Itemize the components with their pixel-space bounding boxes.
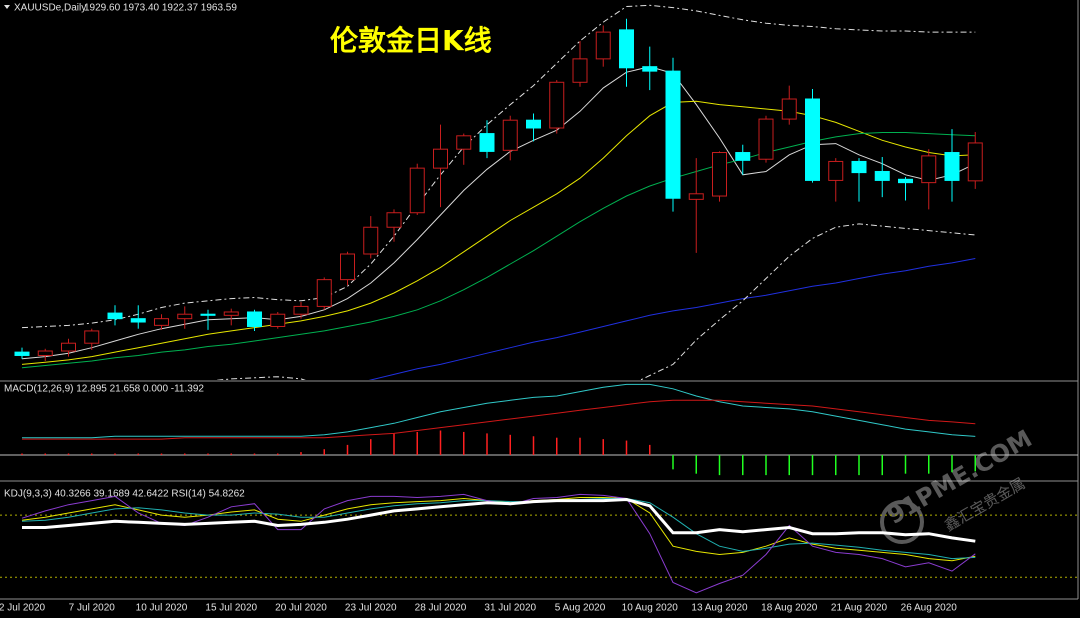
- symbol-label: XAUUSDe,Daily: [14, 3, 86, 14]
- x-tick-label: 5 Aug 2020: [555, 603, 606, 614]
- candle-body: [456, 135, 472, 150]
- candle-body: [14, 351, 30, 356]
- x-tick-label: 26 Aug 2020: [901, 603, 958, 614]
- x-tick-label: 13 Aug 2020: [691, 603, 748, 614]
- candle-body: [107, 312, 123, 320]
- candle-body: [177, 313, 193, 320]
- candle-body: [967, 142, 983, 182]
- candle-body: [61, 342, 76, 352]
- ohlc-label: 1929.60 1973.40 1922.37 1963.59: [84, 3, 237, 14]
- indicator-label: MACD(12,26,9) 12.895 21.658 0.000 -11.39…: [4, 384, 204, 395]
- candle-body: [712, 152, 727, 197]
- panel: [0, 383, 1078, 476]
- x-tick-label: 31 Jul 2020: [484, 603, 536, 614]
- candle-body: [433, 148, 448, 169]
- candle-body: [549, 81, 565, 129]
- candle-body: [805, 98, 820, 181]
- candle-body: [851, 160, 867, 174]
- candle-body: [572, 58, 588, 83]
- x-tick-label: 28 Jul 2020: [415, 603, 467, 614]
- candle-body: [37, 350, 53, 356]
- candle-body: [363, 226, 379, 255]
- candle-body: [758, 118, 774, 160]
- candle-body: [502, 119, 518, 151]
- menu-arrow: [4, 5, 10, 9]
- candle-body: [386, 212, 402, 228]
- panel: [0, 493, 1078, 594]
- candle-body: [688, 193, 704, 200]
- candle-body: [526, 119, 541, 129]
- candle-body: [270, 313, 286, 327]
- x-tick-label: 18 Aug 2020: [761, 603, 818, 614]
- candle-body: [642, 66, 658, 72]
- x-tick-label: 23 Jul 2020: [345, 603, 397, 614]
- x-tick-label: 21 Aug 2020: [831, 603, 888, 614]
- x-tick-label: 7 Jul 2020: [69, 603, 116, 614]
- x-tick-label: 20 Jul 2020: [275, 603, 327, 614]
- candle-body: [154, 318, 169, 326]
- candle-body: [340, 253, 355, 281]
- indicator-line: [368, 258, 976, 380]
- indicator-label: KDJ(9,3,3) 40.3266 39.1689 42.6422 RSI(1…: [4, 489, 245, 500]
- candle-body: [781, 98, 797, 120]
- indicator-line: [22, 497, 976, 543]
- watermark-logo: [880, 500, 924, 544]
- candle-body: [84, 330, 100, 344]
- indicator-line: [22, 399, 976, 440]
- x-tick-label: 2 Jul 2020: [0, 603, 46, 614]
- panel: [14, 4, 983, 380]
- candle-body: [665, 70, 681, 199]
- chart-title: 伦敦金日K线: [330, 24, 492, 57]
- candle-body: [595, 31, 611, 60]
- indicator-line: [21, 4, 976, 329]
- candle-body: [921, 155, 937, 184]
- candle-body: [619, 29, 634, 69]
- candle-body: [293, 305, 309, 315]
- indicator-line: [22, 383, 976, 439]
- candle-body: [316, 279, 332, 307]
- x-tick-label: 10 Jul 2020: [136, 603, 188, 614]
- candle-body: [898, 178, 913, 184]
- candle-body: [200, 313, 216, 316]
- indicator-line: [21, 497, 976, 562]
- candle-body: [944, 152, 960, 181]
- candle-body: [247, 311, 262, 327]
- candle-body: [874, 170, 890, 181]
- candle-body: [735, 152, 751, 161]
- candle-body: [409, 167, 425, 214]
- candle-body: [223, 311, 239, 316]
- candle-body: [828, 160, 844, 181]
- x-tick-label: 15 Jul 2020: [205, 603, 257, 614]
- x-tick-label: 10 Aug 2020: [622, 603, 679, 614]
- candle-body: [479, 133, 495, 152]
- indicator-line: [21, 498, 976, 560]
- candle-body: [130, 318, 146, 323]
